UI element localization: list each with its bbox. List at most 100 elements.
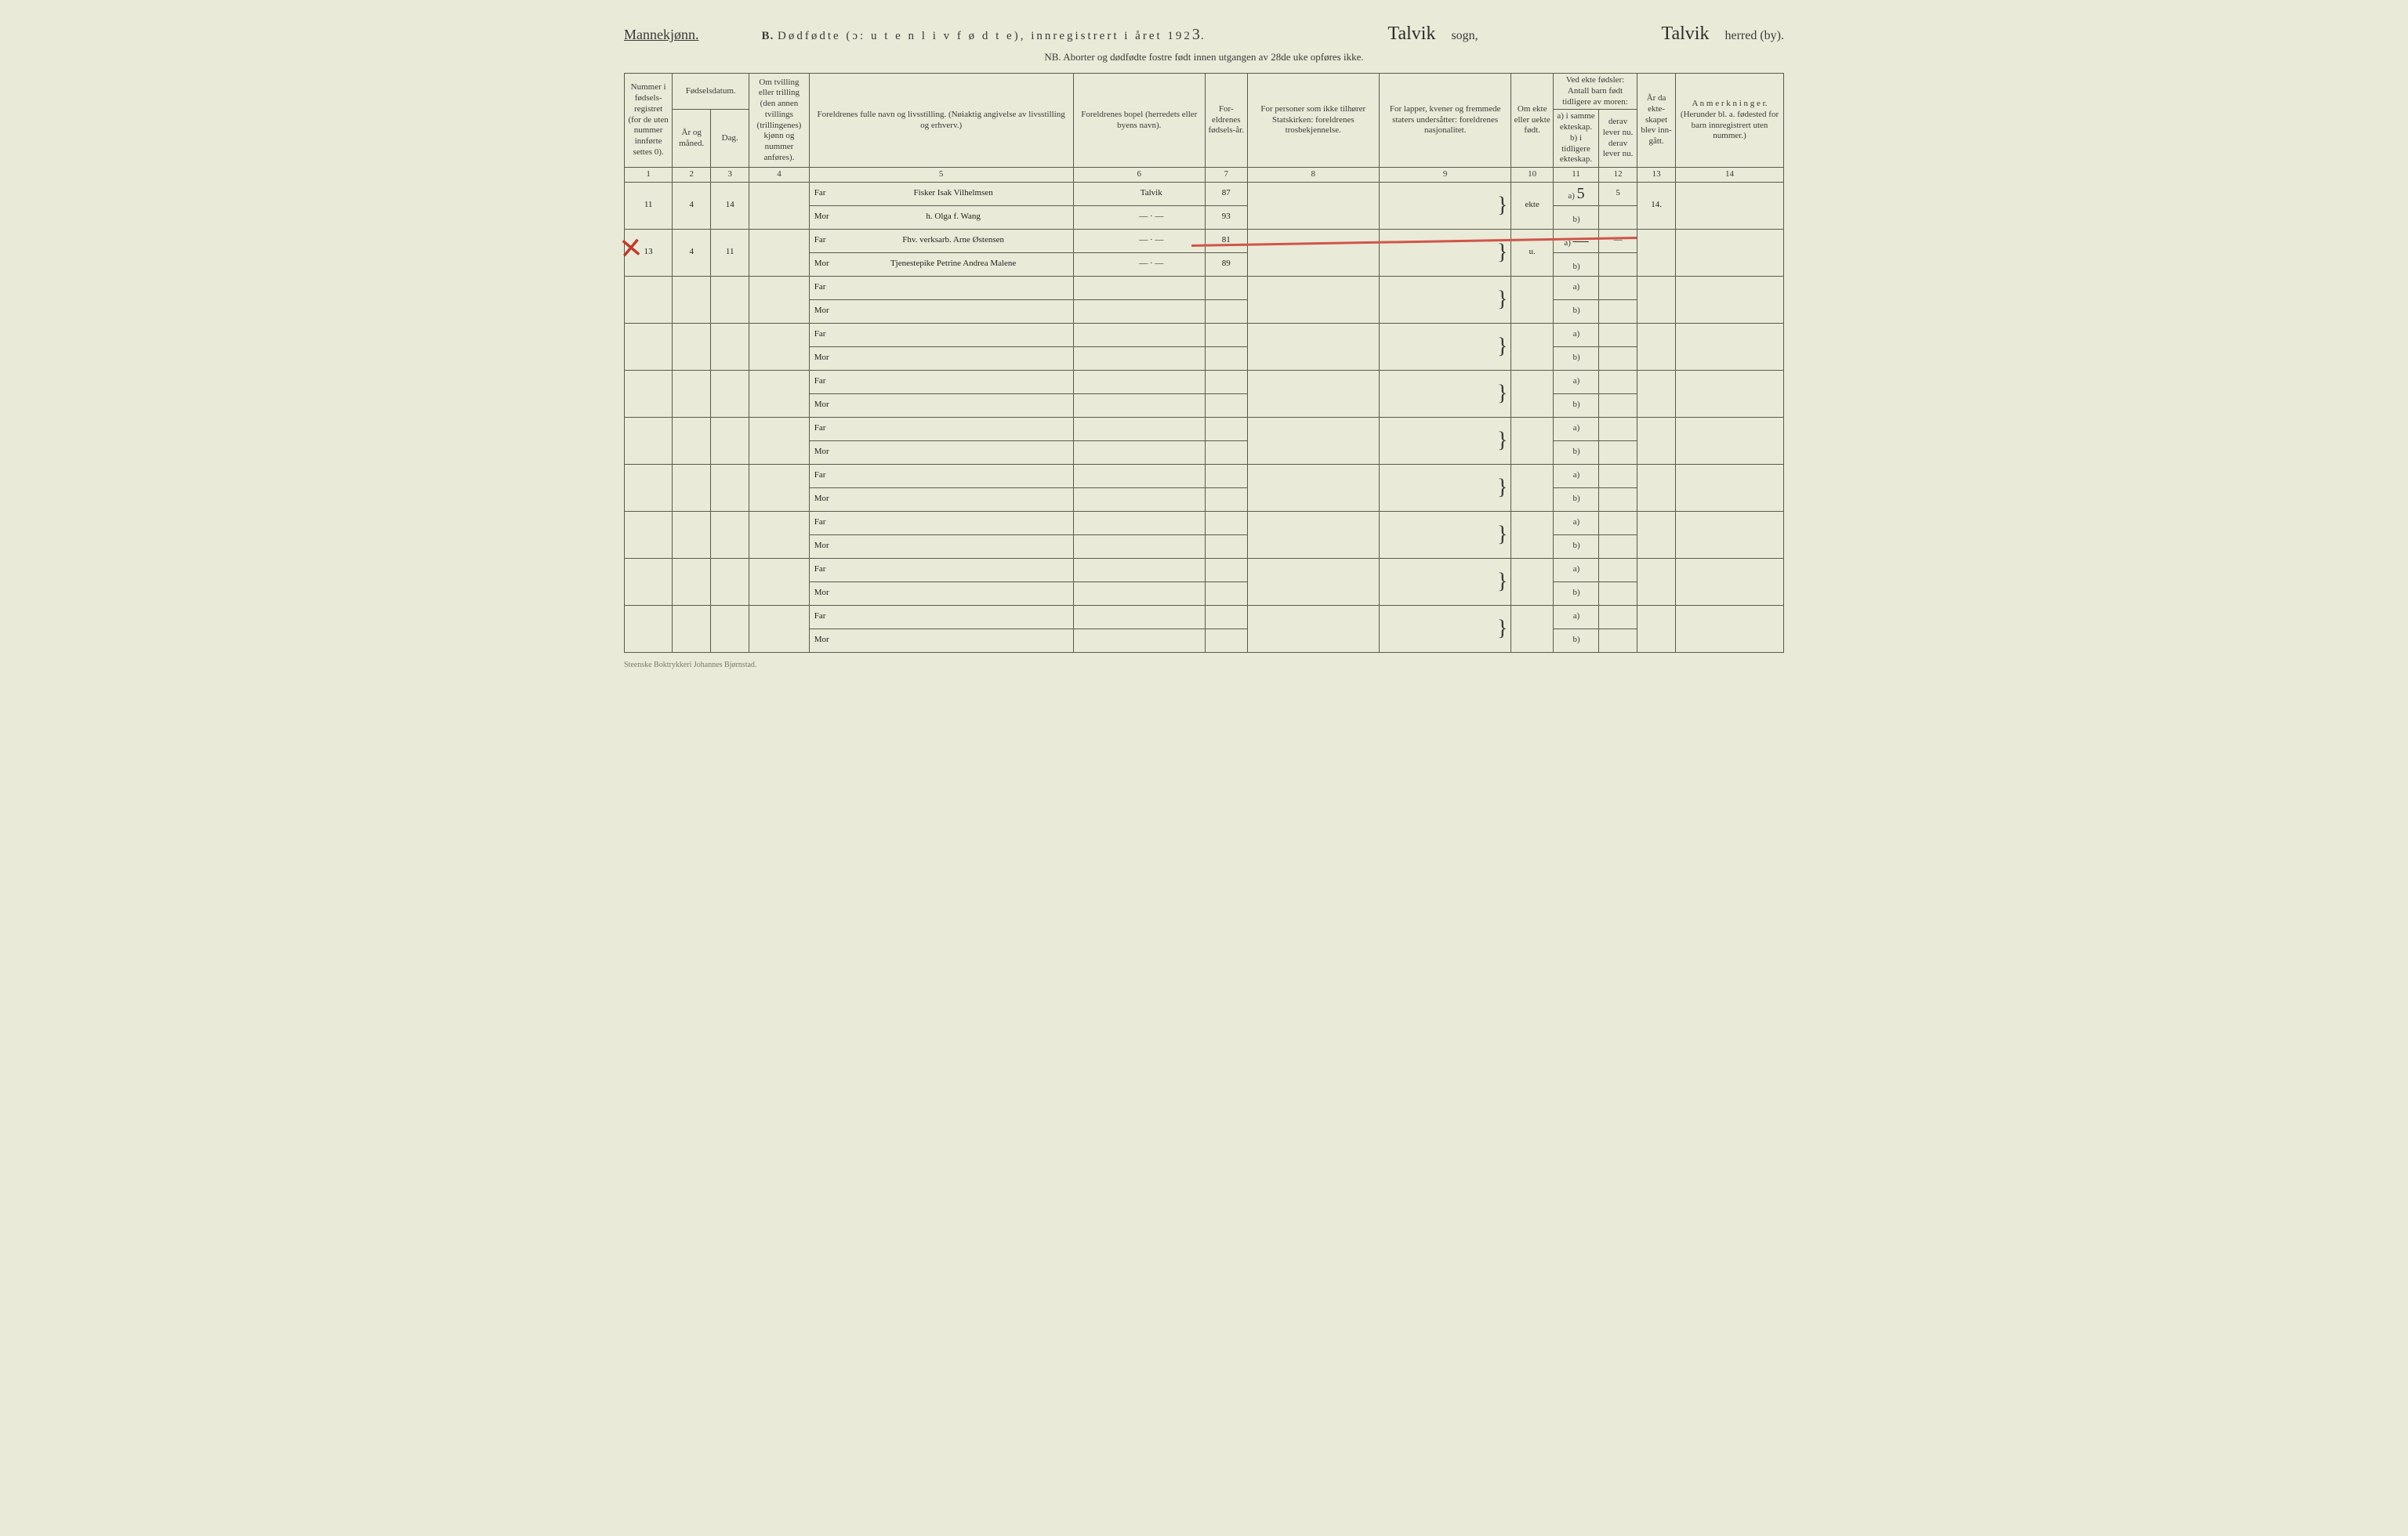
- cell-aar-mnd: [673, 276, 711, 323]
- cell-c11b: b): [1553, 440, 1598, 464]
- mor-label: Mor: [814, 400, 829, 411]
- cell-bopel-far: [1073, 558, 1205, 581]
- cell-bopel-far: Talvik: [1073, 182, 1205, 205]
- cell-c12b: [1599, 581, 1637, 605]
- cell-c11a: a): [1553, 323, 1598, 346]
- cell-c11a: a): [1553, 511, 1598, 534]
- cell-c14: [1676, 229, 1784, 276]
- cell-faar-far: [1205, 417, 1247, 440]
- cell-c10: u.: [1511, 229, 1554, 276]
- cell-c10: ekte: [1511, 182, 1554, 229]
- cell-c14: [1676, 417, 1784, 464]
- header-row-1: Mannekjønn. B. Dødfødte (ɔ: u t e n l i …: [624, 24, 1784, 45]
- colnum: 10: [1511, 168, 1554, 183]
- entry-row-far: ×13 4 11 FarFhv. verksarb. Arne Østensen…: [625, 229, 1784, 252]
- cell-c11b: b): [1553, 487, 1598, 511]
- cell-far-name: Far: [809, 417, 1073, 440]
- cell-bopel-mor: [1073, 346, 1205, 370]
- cell-c11b: b): [1553, 252, 1598, 276]
- cell-c9: [1379, 370, 1510, 417]
- cell-c12b: [1599, 205, 1637, 229]
- cell-mor-name: Mor: [809, 393, 1073, 417]
- col-1-head: Nummer i fødsels-registret (for de uten …: [625, 74, 673, 168]
- cell-aar-mnd: [673, 511, 711, 558]
- cell-bopel-far: [1073, 511, 1205, 534]
- cell-dag: [711, 605, 749, 652]
- cell-c12a: [1599, 417, 1637, 440]
- col-10-head: Om ekte eller uekte født.: [1511, 74, 1554, 168]
- cell-tvilling: [749, 464, 810, 511]
- cell-faar-mor: [1205, 440, 1247, 464]
- mor-label: Mor: [814, 259, 829, 270]
- cell-c8: [1247, 182, 1379, 229]
- colnum: 7: [1205, 168, 1247, 183]
- register-sheet: Mannekjønn. B. Dødfødte (ɔ: u t e n l i …: [624, 24, 1784, 669]
- cell-c8: [1247, 229, 1379, 276]
- colnum: 1: [625, 168, 673, 183]
- mor-label: Mor: [814, 447, 829, 458]
- col-7-head: For-eldrenes fødsels-år.: [1205, 74, 1247, 168]
- cell-tvilling: [749, 276, 810, 323]
- cell-c14: [1676, 511, 1784, 558]
- cell-c12a: [1599, 323, 1637, 346]
- cell-bopel-mor: [1073, 440, 1205, 464]
- far-label: Far: [814, 517, 826, 528]
- cell-c12a: [1599, 511, 1637, 534]
- colnum: 6: [1073, 168, 1205, 183]
- cell-num: ×13: [625, 229, 673, 276]
- title-period: .: [1201, 30, 1205, 42]
- cell-c11b: b): [1553, 299, 1598, 323]
- cell-dag: [711, 464, 749, 511]
- cell-c14: [1676, 276, 1784, 323]
- cell-far-name: Far: [809, 511, 1073, 534]
- cell-faar-far: 81: [1205, 229, 1247, 252]
- cell-tvilling: [749, 558, 810, 605]
- cell-c8: [1247, 370, 1379, 417]
- col-5-head: Foreldrenes fulle navn og livsstilling. …: [809, 74, 1073, 168]
- empty-row-far: Far a): [625, 511, 1784, 534]
- cell-c11a: a): [1553, 605, 1598, 629]
- col-2-head: År og måned.: [673, 110, 711, 168]
- cell-bopel-far: [1073, 370, 1205, 393]
- cell-c12b: [1599, 252, 1637, 276]
- cell-num: [625, 417, 673, 464]
- cell-c11a: a): [1553, 464, 1598, 487]
- mor-label: Mor: [814, 212, 829, 223]
- far-label: Far: [814, 235, 826, 246]
- cell-bopel-far: — · —: [1073, 229, 1205, 252]
- colnum: 11: [1553, 168, 1598, 183]
- cell-c12b: [1599, 487, 1637, 511]
- col-6-head: Foreldrenes bopel (herredets eller byens…: [1073, 74, 1205, 168]
- cell-dag: [711, 558, 749, 605]
- cell-faar-far: [1205, 558, 1247, 581]
- colnum: 3: [711, 168, 749, 183]
- cell-c9: [1379, 605, 1510, 652]
- cell-c10: [1511, 417, 1554, 464]
- cell-dag: [711, 511, 749, 558]
- nb-note: NB. Aborter og dødfødte fostre født inne…: [624, 51, 1784, 63]
- cell-c8: [1247, 605, 1379, 652]
- cell-dag: [711, 417, 749, 464]
- cell-c11a: a): [1553, 370, 1598, 393]
- far-label: Far: [814, 282, 826, 293]
- cell-bopel-far: [1073, 276, 1205, 299]
- cell-far-name: Far: [809, 558, 1073, 581]
- cell-aar-mnd: [673, 558, 711, 605]
- cell-bopel-mor: [1073, 487, 1205, 511]
- cell-num: [625, 323, 673, 370]
- cell-faar-mor: 93: [1205, 205, 1247, 229]
- cell-c11a: a): [1553, 558, 1598, 581]
- cell-faar-far: [1205, 511, 1247, 534]
- cell-far-name: FarFhv. verksarb. Arne Østensen: [809, 229, 1073, 252]
- cell-c12a: [1599, 605, 1637, 629]
- cell-c10: [1511, 276, 1554, 323]
- cell-aar-mnd: [673, 464, 711, 511]
- cell-mor-name: Mor: [809, 440, 1073, 464]
- empty-row-far: Far a): [625, 370, 1784, 393]
- empty-row-far: Far a): [625, 464, 1784, 487]
- cell-c9: [1379, 276, 1510, 323]
- cell-c12b: [1599, 629, 1637, 652]
- cell-faar-far: [1205, 276, 1247, 299]
- cell-bopel-mor: — · —: [1073, 205, 1205, 229]
- empty-row-far: Far a): [625, 276, 1784, 299]
